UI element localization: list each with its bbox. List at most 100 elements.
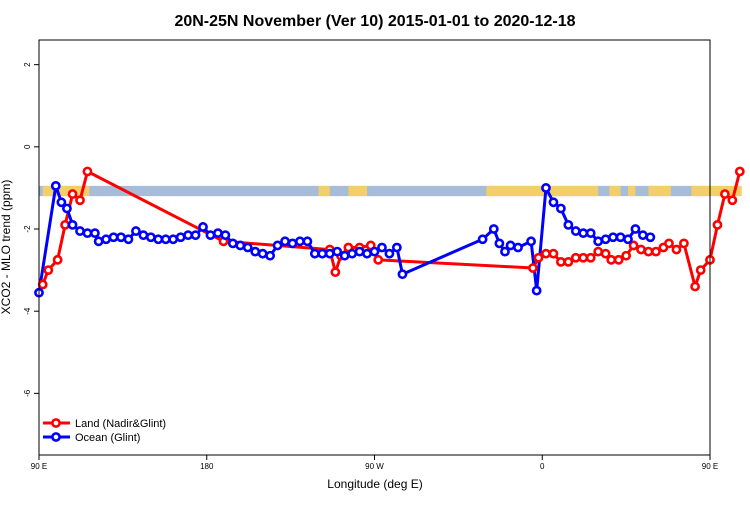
x-tick-label: 90 E	[702, 462, 718, 471]
series-ocean-point	[615, 232, 626, 243]
series-ocean-point	[317, 248, 328, 259]
map-band-land-2	[348, 185, 368, 197]
map-band	[39, 185, 742, 197]
series-ocean-point	[93, 236, 104, 247]
series-land-point	[541, 248, 551, 259]
series-ocean-point	[168, 234, 179, 245]
x-tick-label: 180	[200, 462, 214, 471]
series-ocean-point	[272, 240, 283, 251]
y-tick-label: 0	[23, 144, 32, 149]
map-band-land-5	[627, 185, 636, 197]
series-ocean-point	[563, 220, 574, 230]
series-land-point	[533, 252, 544, 263]
series-ocean-point	[623, 234, 633, 245]
series-land-point	[373, 254, 384, 265]
series-ocean-point	[138, 230, 149, 241]
series-land-point	[712, 220, 723, 230]
series-land-point	[555, 256, 566, 267]
series-ocean-point	[205, 230, 216, 241]
series-ocean-point	[220, 230, 231, 241]
chart-title: 20N-25N November (Ver 10) 2015-01-01 to …	[174, 13, 575, 30]
map-band-land-6	[648, 185, 671, 197]
series-ocean-point	[600, 234, 611, 245]
series-ocean-point	[250, 246, 261, 257]
series-ocean-point	[50, 180, 61, 191]
series-ocean-point	[82, 228, 93, 239]
series-land-point	[37, 279, 48, 290]
series-ocean-point	[213, 228, 223, 239]
series-land-point	[593, 246, 604, 257]
x-axis: 90 E 180 90 W 0 90 E	[31, 455, 718, 471]
x-axis-label: Longitude (deg E)	[327, 477, 422, 491]
series-ocean-point	[145, 232, 156, 243]
plot-frame	[38, 39, 711, 456]
series-land-point	[734, 166, 745, 177]
series-land-point	[43, 265, 54, 275]
series-ocean-point	[324, 248, 335, 259]
series-ocean-point	[131, 226, 141, 236]
series-land-point	[548, 248, 559, 259]
legend-ocean-label: Ocean (Glint)	[75, 432, 140, 444]
series-ocean-point	[397, 269, 408, 280]
series-ocean-point	[570, 226, 581, 236]
map-band-land-4	[609, 185, 621, 197]
map-band-land-0	[42, 185, 90, 197]
map-band-land-1	[318, 185, 330, 197]
series-land-point	[690, 281, 700, 292]
series-land-point	[695, 265, 706, 275]
series-ocean-point	[183, 230, 194, 241]
series-land-point	[570, 252, 581, 263]
series-ocean-point	[531, 285, 542, 296]
series-ocean-point	[488, 224, 499, 234]
series-land-point	[52, 254, 63, 265]
series-ocean-point	[500, 246, 510, 257]
series-land-point	[585, 252, 596, 263]
series-ocean-point	[384, 248, 395, 259]
series-ocean-point	[555, 203, 566, 214]
legend-land-swatch-marker	[51, 418, 61, 428]
series-ocean-point	[90, 228, 100, 239]
series-ocean-point	[369, 246, 380, 257]
series-ocean-point	[160, 234, 171, 245]
series-ocean-point	[578, 228, 589, 239]
series-ocean-point	[332, 246, 343, 257]
series-ocean-point	[638, 230, 648, 241]
series-ocean-point	[347, 248, 358, 259]
series-ocean-point	[645, 232, 656, 243]
series-ocean-point	[257, 248, 268, 259]
series-land-point	[613, 254, 624, 265]
series-ocean-point	[175, 232, 186, 243]
series-ocean-point	[526, 236, 536, 247]
series-ocean-point	[377, 242, 387, 253]
series-ocean-point	[101, 234, 111, 245]
series-land-point	[330, 267, 341, 278]
series-ocean-point	[62, 203, 72, 214]
series-ocean-point	[242, 242, 253, 253]
series-ocean-point	[541, 183, 551, 193]
series-ocean-point	[477, 234, 488, 245]
series-ocean-point	[391, 242, 402, 253]
series-ocean-point	[362, 248, 372, 259]
series-land-point	[720, 189, 730, 199]
y-tick-label: -4	[23, 307, 32, 315]
series-land-point	[727, 195, 738, 206]
series-land-point	[628, 240, 639, 251]
series-land-point	[578, 252, 589, 263]
series-ocean-point	[108, 232, 119, 243]
y-axis-label: XCO2 - MLO trend (ppm)	[0, 180, 13, 315]
series-ocean-point	[280, 236, 290, 247]
series-ocean-point	[548, 197, 559, 208]
series-ocean-point	[123, 234, 134, 245]
series-land-point	[679, 238, 689, 249]
series-ocean-point	[302, 236, 313, 247]
series-land-point	[82, 166, 93, 177]
series-ocean-point	[235, 240, 246, 251]
series-land-point	[528, 263, 538, 273]
series-ocean-point	[265, 250, 276, 261]
series-land-point	[606, 254, 617, 265]
series-land-point	[67, 189, 78, 199]
legend-ocean-swatch-marker	[51, 432, 61, 442]
series-land-point	[75, 195, 85, 206]
series-ocean-point	[494, 238, 505, 249]
